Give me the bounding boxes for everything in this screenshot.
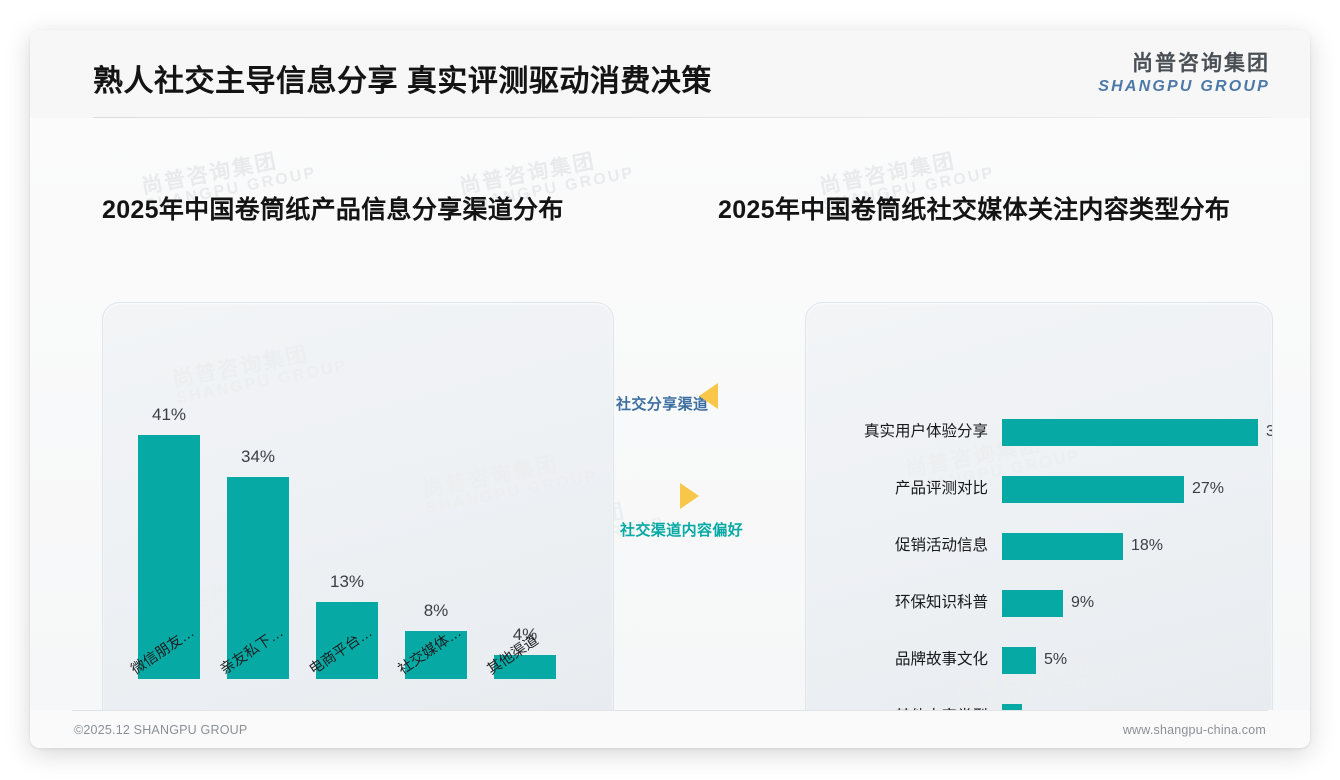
annotation-label: 社交渠道内容偏好 [620, 522, 744, 539]
bar-category-label: 促销活动信息 [894, 537, 988, 554]
bar-group[interactable]: 品牌故事文化 5% [806, 641, 1272, 679]
brand-logo-en: SHANGPU GROUP [1098, 78, 1270, 95]
bar-value-label: 38% [1266, 413, 1272, 451]
bar-group[interactable]: 环保知识科普 9% [806, 584, 1272, 622]
page-title: 熟人社交主导信息分享 真实评测驱动消费决策 [93, 65, 712, 98]
bar [138, 435, 200, 679]
slide-body: 尚普咨询集团 SHANGPU GROUP 尚普咨询集团 SHANGPU GROU… [30, 118, 1310, 748]
bar [316, 602, 378, 679]
right-chart-title: 2025年中国卷筒纸社交媒体关注内容类型分布 [718, 196, 1231, 224]
brand-logo: 尚普咨询集团 SHANGPU GROUP [1098, 53, 1270, 95]
annotation-social-content-preference: 社交渠道内容偏好 [620, 483, 744, 540]
bar-group[interactable]: 产品评测对比 27% [806, 470, 1272, 508]
bar-category-label: 环保知识科普 [894, 594, 988, 611]
left-chart-panel: 尚普咨询集团 SHANGPU GROUP 尚普咨询集团 SHANGPU GROU… [102, 302, 614, 748]
bar [227, 477, 289, 679]
slide-footer: ©2025.12 SHANGPU GROUP www.shangpu-china… [30, 710, 1310, 748]
bar-category-label: 品牌故事文化 [894, 651, 988, 668]
bar [494, 655, 556, 679]
bar-value-label: 27% [1192, 480, 1225, 497]
brand-logo-cn: 尚普咨询集团 [1132, 52, 1270, 75]
bar-group[interactable]: 促销活动信息 18% [806, 527, 1272, 565]
bar-value-label: 34% [240, 447, 276, 466]
bar-value-label: 4% [512, 625, 538, 644]
horizontal-bar-chart: 真实用户体验分享 38% 产品评测对比 27% 促销活动信息 18% 环保知识科… [806, 303, 1272, 748]
triangle-left-icon [699, 383, 718, 409]
annotation-label: 社交分享渠道 [616, 396, 709, 413]
bar-group[interactable]: 真实用户体验分享 38% [806, 413, 1272, 451]
bar-category-label: 产品评测对比 [894, 480, 988, 497]
footer-website[interactable]: www.shangpu-china.com [1122, 723, 1266, 737]
bar-category-label: 真实用户体验分享 [863, 423, 988, 440]
bar-value-label: 5% [1044, 651, 1068, 668]
bar [405, 631, 467, 679]
bar [1002, 476, 1184, 503]
header-divider [93, 117, 1271, 118]
bar [1002, 533, 1123, 560]
bar [1002, 647, 1036, 674]
bar-value-label: 9% [1071, 594, 1095, 611]
footer-copyright: ©2025.12 SHANGPU GROUP [74, 723, 248, 737]
left-chart-title: 2025年中国卷筒纸产品信息分享渠道分布 [102, 196, 564, 224]
slide-header: 熟人社交主导信息分享 真实评测驱动消费决策 尚普咨询集团 SHANGPU GRO… [30, 30, 1310, 118]
vertical-bar-chart: 41% 微信朋友… 34% 亲友私下… 13% 电商平台… 8% 社交媒体… [103, 303, 613, 748]
triangle-right-icon [680, 483, 699, 509]
annotation-social-share-channel: 社交分享渠道 [616, 383, 718, 414]
bar-value-label: 41% [151, 405, 187, 424]
bar-value-label: 18% [1131, 537, 1164, 554]
bar-value-label: 13% [329, 572, 365, 591]
footer-divider [72, 710, 1268, 711]
right-chart-panel: 尚普咨询集团 SHANGPU GROUP 尚普咨询集团 SHANGPU GROU… [805, 302, 1273, 748]
slide-canvas: 熟人社交主导信息分享 真实评测驱动消费决策 尚普咨询集团 SHANGPU GRO… [30, 30, 1310, 748]
bar-value-label: 8% [423, 601, 449, 620]
bar [1002, 590, 1063, 617]
bar [1002, 419, 1258, 446]
